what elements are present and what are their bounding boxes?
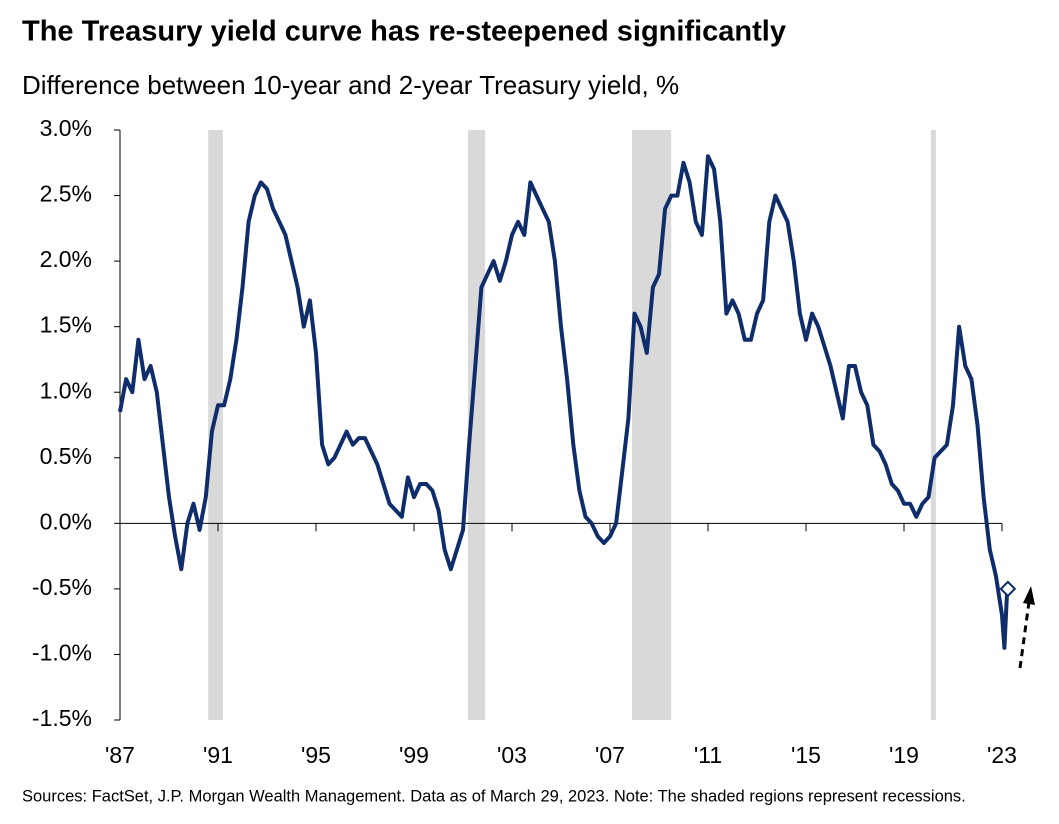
y-tick-label: -0.5% bbox=[32, 574, 92, 600]
chart-subtitle: Difference between 10-year and 2-year Tr… bbox=[22, 70, 679, 100]
series-line bbox=[118, 154, 1010, 650]
x-tick-label: '87 bbox=[105, 742, 135, 768]
y-tick-label: 0.5% bbox=[40, 443, 92, 469]
y-tick-label: 1.0% bbox=[40, 377, 92, 403]
y-tick-label: 1.5% bbox=[40, 312, 92, 338]
x-tick-label: '95 bbox=[301, 742, 331, 768]
x-tick-label: '99 bbox=[399, 742, 429, 768]
y-tick-label: 3.0% bbox=[40, 115, 92, 141]
x-tick-label: '23 bbox=[987, 742, 1017, 768]
footnote: Sources: FactSet, J.P. Morgan Wealth Man… bbox=[22, 787, 966, 805]
plot bbox=[118, 154, 1017, 650]
y-tick-label: 0.0% bbox=[40, 508, 92, 534]
arrow bbox=[1018, 586, 1035, 669]
axes: 3.0% 2.5% 2.0% 1.5% 1.0% 0.5% 0.0% -0.5% -1.0% -1… bbox=[32, 115, 1017, 768]
y-tick-label: 2.5% bbox=[40, 181, 92, 207]
arrow-head bbox=[1023, 586, 1035, 605]
y-tick-label: -1.5% bbox=[32, 705, 92, 731]
latest-marker bbox=[999, 580, 1017, 598]
x-tick-label: '91 bbox=[203, 742, 233, 768]
x-tick-label: '15 bbox=[791, 742, 821, 768]
y-tick-label: 2.0% bbox=[40, 246, 92, 272]
recession-band bbox=[467, 130, 486, 720]
x-tick-label: '19 bbox=[889, 742, 919, 768]
recession-band bbox=[930, 130, 936, 720]
recession-band bbox=[208, 130, 223, 720]
chart-title: The Treasury yield curve has re-steepene… bbox=[22, 16, 786, 48]
x-tick-label: '03 bbox=[497, 742, 527, 768]
x-tick-label: '07 bbox=[595, 742, 625, 768]
x-tick-label: '11 bbox=[694, 742, 722, 768]
y-tick-label: -1.0% bbox=[32, 640, 92, 666]
arrow-shaft bbox=[1018, 601, 1031, 669]
